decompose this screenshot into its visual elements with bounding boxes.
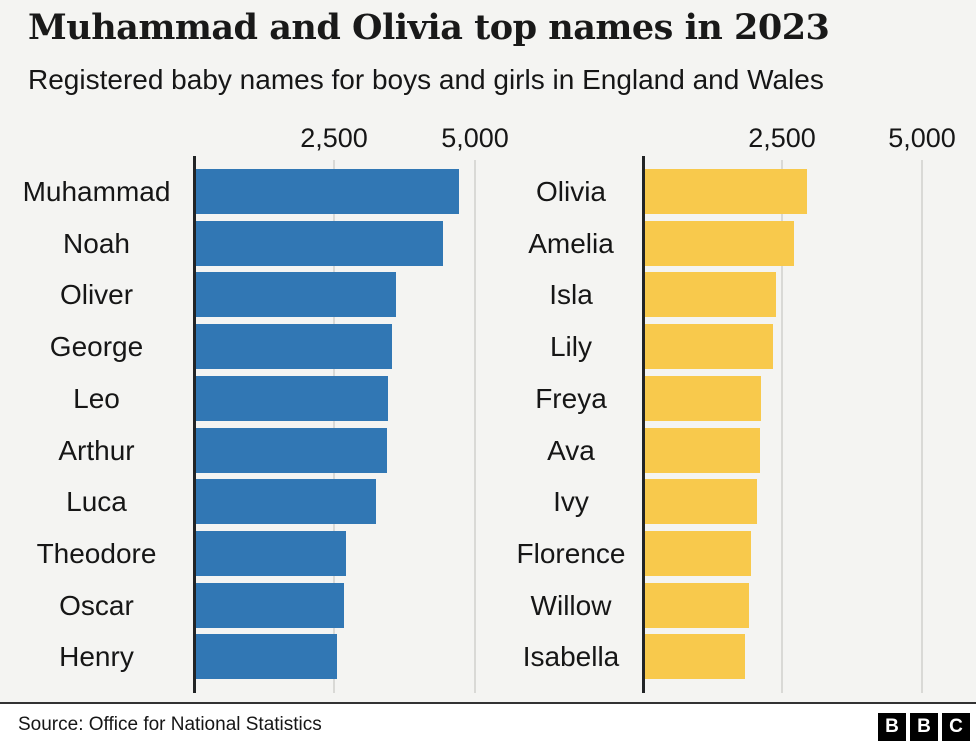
- bar-leo: [196, 375, 389, 421]
- bar-isabella: [645, 634, 746, 680]
- category-label-ivy: Ivy: [553, 486, 589, 518]
- bar-theodore: [196, 530, 347, 576]
- xtick-label-girls-5000: 5,000: [888, 123, 956, 153]
- category-labels-boys: Muhammad Noah Oliver George Leo Arthur Luca The…: [0, 156, 193, 693]
- bar-henry: [196, 634, 337, 680]
- chart-subtitle: Registered baby names for boys and girls…: [28, 64, 824, 95]
- category-label-oscar: Oscar: [59, 589, 134, 621]
- footer-divider: [0, 702, 976, 704]
- category-label-isla: Isla: [549, 279, 593, 311]
- xtick-label-boys-5000: 5,000: [441, 123, 509, 153]
- category-label-muhammad: Muhammad: [22, 176, 171, 207]
- bbc-logo-block-3: C: [942, 713, 970, 741]
- bar-florence: [645, 530, 751, 576]
- category-label-olivia: Olivia: [535, 176, 606, 207]
- bar-willow: [645, 582, 750, 628]
- category-label-henry: Henry: [59, 641, 134, 673]
- category-label-isabella: Isabella: [522, 641, 620, 673]
- category-label-amelia: Amelia: [528, 227, 614, 259]
- category-label-luca: Luca: [66, 486, 127, 518]
- category-label-florence: Florence: [516, 537, 626, 569]
- category-label-oliver: Oliver: [59, 279, 134, 311]
- footer: Source: Office for National Statistics B…: [0, 704, 976, 745]
- category-labels-girls: Olivia Amelia Isla Lily Freya Ava Ivy Florence W…: [498, 156, 644, 693]
- bar-plot-boys: [193, 156, 510, 693]
- category-label-theodore: Theodore: [36, 537, 157, 569]
- source-text: Source: Office for National Statistics: [18, 714, 322, 735]
- xtick-label-girls-2500: 2,500: [748, 123, 816, 153]
- xtick-label-boys-2500: 2,500: [300, 123, 368, 153]
- category-label-ava: Ava: [547, 434, 595, 466]
- bar-olivia: [645, 169, 807, 214]
- chart-title: Muhammad and Olivia top names in 2023: [28, 7, 830, 48]
- bar-amelia: [645, 220, 794, 266]
- bar-ava: [645, 427, 760, 473]
- bar-isla: [645, 272, 777, 318]
- bar-noah: [196, 220, 444, 266]
- bar-ivy: [645, 479, 757, 525]
- bar-oliver: [196, 272, 397, 318]
- category-label-lily: Lily: [549, 331, 592, 363]
- bar-muhammad: [196, 169, 459, 214]
- gridline-2500: [781, 160, 783, 693]
- y-axis-line: [642, 156, 645, 693]
- bbc-logo-block-2: B: [910, 713, 938, 741]
- category-label-leo: Leo: [73, 382, 120, 414]
- category-label-noah: Noah: [63, 227, 130, 259]
- gridline-5000: [474, 160, 476, 693]
- gridline-2500: [333, 160, 335, 693]
- bar-lily: [645, 324, 774, 370]
- bar-luca: [196, 479, 376, 525]
- category-label-willow: Willow: [530, 589, 612, 621]
- category-label-arthur: Arthur: [58, 434, 135, 466]
- y-axis-line: [193, 156, 196, 693]
- bar-oscar: [196, 582, 344, 628]
- bbc-logo-block-1: B: [878, 713, 906, 741]
- gridline-5000: [921, 160, 923, 693]
- category-label-freya: Freya: [535, 382, 607, 414]
- bar-plot-girls: [642, 156, 976, 693]
- bar-freya: [645, 375, 761, 421]
- category-label-george: George: [49, 331, 144, 363]
- bar-arthur: [196, 427, 387, 473]
- bar-george: [196, 324, 393, 370]
